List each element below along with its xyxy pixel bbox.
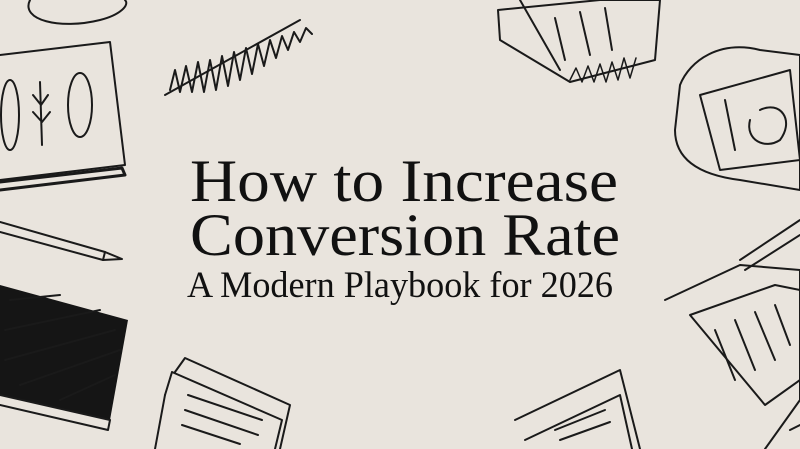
tablet-icon [674, 46, 800, 191]
ruler-icon [739, 219, 800, 271]
hero-title-line-1: How to Increase [190, 148, 618, 214]
scribble-loop-icon [27, 0, 128, 25]
notepad-icon [154, 357, 291, 449]
feather-scribble-icon [164, 19, 313, 96]
hero-title-line-2: Conversion Rate [190, 202, 620, 268]
paper-stack-icon [514, 369, 800, 449]
open-book-icon [0, 41, 127, 192]
notebook-icon [664, 264, 800, 449]
papers-icon [497, 0, 661, 83]
pencil-icon [0, 221, 123, 261]
hero-subtitle: A Modern Playbook for 2026 [187, 265, 613, 306]
hatched-notebook-icon [0, 285, 128, 431]
